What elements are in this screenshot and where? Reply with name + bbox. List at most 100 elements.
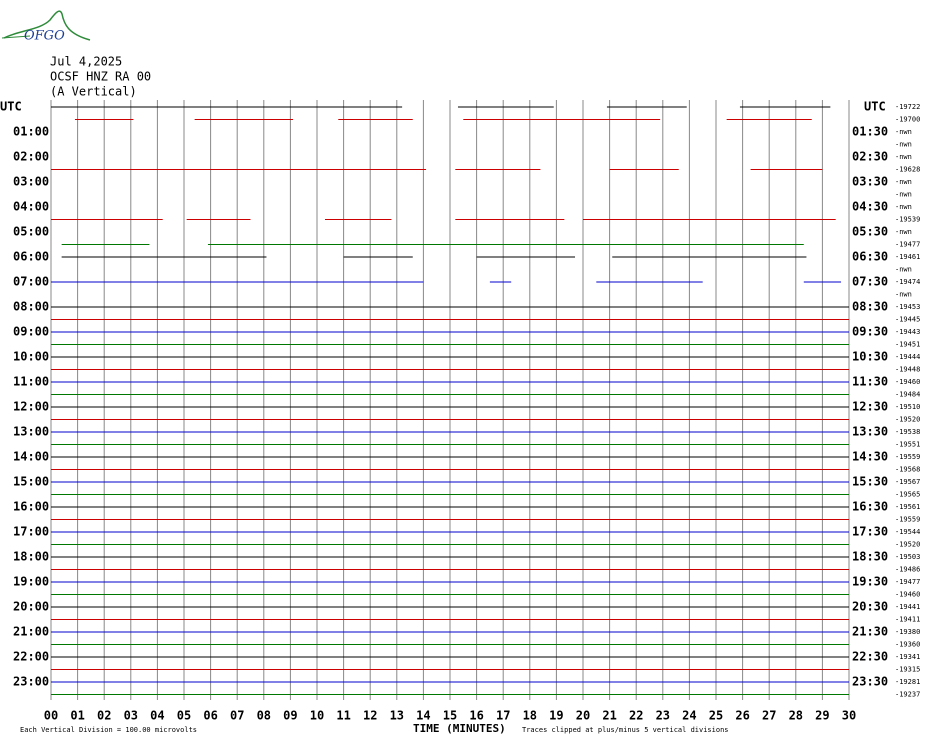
x-tick-label: 30 [842, 709, 856, 723]
right-value: -nwn [895, 153, 912, 161]
right-value: -19565 [895, 491, 920, 499]
right-label: UTC [864, 100, 886, 114]
left-label: 04:00 [13, 200, 49, 214]
x-tick-label: 07 [230, 709, 244, 723]
left-label: 05:00 [13, 225, 49, 239]
right-value: -19441 [895, 603, 920, 611]
right-value: -19453 [895, 303, 920, 311]
right-value: -19700 [895, 116, 920, 124]
right-value: -19722 [895, 103, 920, 111]
right-label: 23:30 [852, 675, 888, 689]
right-value: -19411 [895, 616, 920, 624]
right-label: 10:30 [852, 350, 888, 364]
right-value: -19628 [895, 166, 920, 174]
x-tick-label: 19 [549, 709, 563, 723]
clip-note: Traces clipped at plus/minus 5 vertical … [522, 726, 729, 734]
right-value: -nwn [895, 291, 912, 299]
right-value: -19237 [895, 691, 920, 699]
right-value: -19460 [895, 591, 920, 599]
x-tick-label: 25 [709, 709, 723, 723]
left-label: 03:00 [13, 175, 49, 189]
left-label: 13:00 [13, 425, 49, 439]
right-label: 22:30 [852, 650, 888, 664]
right-label: 12:30 [852, 400, 888, 414]
right-value: -19544 [895, 528, 920, 536]
x-tick-label: 02 [97, 709, 111, 723]
division-note: Each Vertical Division = 100.00 microvol… [20, 726, 197, 734]
right-value: -19460 [895, 378, 920, 386]
x-tick-label: 24 [682, 709, 696, 723]
x-tick-label: 15 [443, 709, 457, 723]
right-label: 02:30 [852, 150, 888, 164]
left-label: 14:00 [13, 450, 49, 464]
left-label: 18:00 [13, 550, 49, 564]
x-tick-label: 17 [496, 709, 510, 723]
x-tick-label: 10 [310, 709, 324, 723]
right-value: -19486 [895, 566, 920, 574]
left-label: 09:00 [13, 325, 49, 339]
right-label: 07:30 [852, 275, 888, 289]
x-tick-label: 21 [602, 709, 616, 723]
left-label: 02:00 [13, 150, 49, 164]
right-label: 19:30 [852, 575, 888, 589]
x-tick-label: 03 [124, 709, 138, 723]
left-label: 10:00 [13, 350, 49, 364]
right-label: 15:30 [852, 475, 888, 489]
station: OCSF HNZ RA 00 [50, 70, 151, 84]
right-value: -19539 [895, 216, 920, 224]
right-value: -nwn [895, 203, 912, 211]
x-tick-label: 23 [656, 709, 670, 723]
x-tick-label: 18 [523, 709, 537, 723]
right-value: -19559 [895, 516, 920, 524]
right-value: -nwn [895, 191, 912, 199]
x-tick-label: 14 [416, 709, 430, 723]
right-value: -19538 [895, 428, 920, 436]
right-value: -nwn [895, 266, 912, 274]
logo: OFGO [1, 10, 91, 44]
right-value: -nwn [895, 228, 912, 236]
right-label: 01:30 [852, 125, 888, 139]
x-tick-label: 16 [469, 709, 483, 723]
right-value: -19477 [895, 578, 920, 586]
left-label: 19:00 [13, 575, 49, 589]
right-value: -19281 [895, 678, 920, 686]
left-label: 21:00 [13, 625, 49, 639]
right-value: -19443 [895, 328, 920, 336]
right-value: -19559 [895, 453, 920, 461]
date: Jul 4,2025 [50, 55, 122, 69]
left-label: 23:00 [13, 675, 49, 689]
x-tick-label: 13 [390, 709, 404, 723]
right-value: -19360 [895, 641, 920, 649]
right-value: -19445 [895, 316, 920, 324]
left-label: 06:00 [13, 250, 49, 264]
x-tick-label: 01 [70, 709, 84, 723]
x-tick-label: 26 [735, 709, 749, 723]
right-value: -19503 [895, 553, 920, 561]
left-label: 11:00 [13, 375, 49, 389]
right-value: -19474 [895, 278, 920, 286]
right-label: 16:30 [852, 500, 888, 514]
x-tick-label: 28 [789, 709, 803, 723]
right-label: 03:30 [852, 175, 888, 189]
right-value: -19477 [895, 241, 920, 249]
left-label: 16:00 [13, 500, 49, 514]
right-label: 08:30 [852, 300, 888, 314]
right-value: -nwn [895, 128, 912, 136]
x-tick-label: 09 [283, 709, 297, 723]
left-label: 20:00 [13, 600, 49, 614]
right-value: -19568 [895, 466, 920, 474]
right-value: -nwn [895, 141, 912, 149]
axis-title: TIME (MINUTES) [413, 722, 506, 735]
right-label: 06:30 [852, 250, 888, 264]
right-value: -19567 [895, 478, 920, 486]
right-value: -19315 [895, 666, 920, 674]
left-label: 08:00 [13, 300, 49, 314]
right-value: -19520 [895, 416, 920, 424]
right-value: -nwn [895, 178, 912, 186]
left-label: 17:00 [13, 525, 49, 539]
x-tick-label: 27 [762, 709, 776, 723]
left-label: 07:00 [13, 275, 49, 289]
left-label: 22:00 [13, 650, 49, 664]
right-value: -19380 [895, 628, 920, 636]
